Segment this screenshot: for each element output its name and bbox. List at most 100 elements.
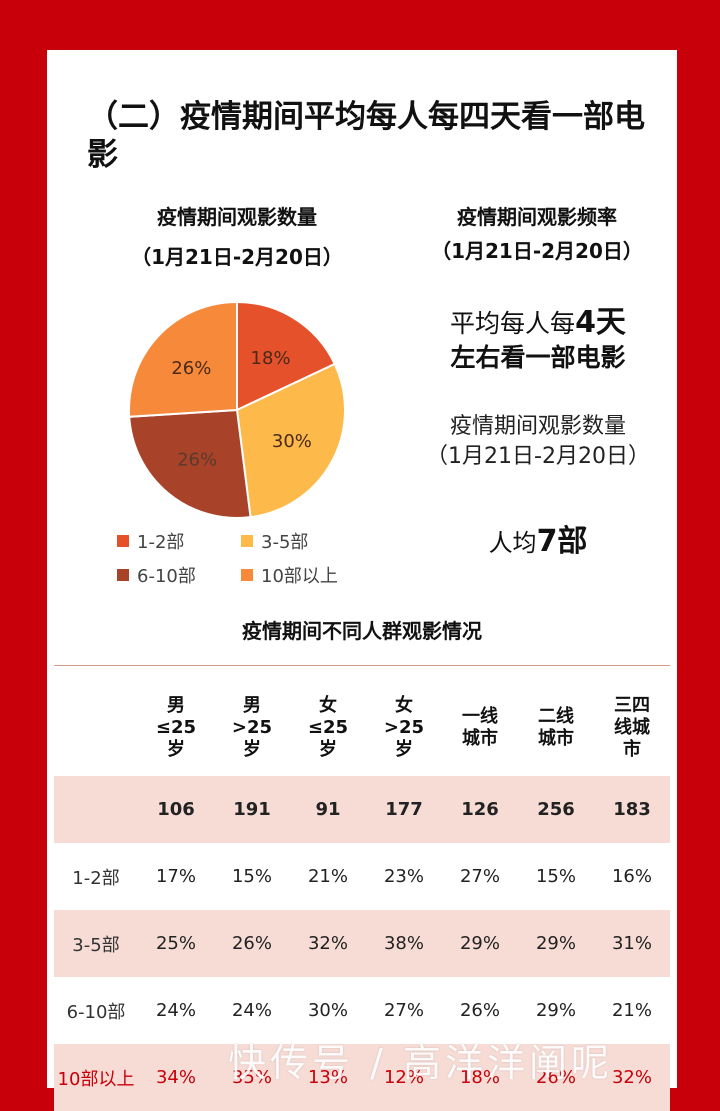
column-header-line: ≤25	[155, 717, 197, 738]
audience-table: 男 ≤25 岁男 >25 岁女 ≤25 岁女 >25 岁一线 城市 二线 城市 三四 线城市 106 191…	[54, 680, 670, 1111]
pie-chart-title: 疫情期间观影数量 （1月21日-2月20日）	[107, 200, 367, 274]
watermark: 快传号 / 高洋洋阐呢	[228, 1041, 613, 1085]
table-row: 3-5部 25% 26% 32% 38% 29% 29% 31%	[54, 910, 670, 977]
legend-item-6-10部: 6-10部	[117, 562, 196, 588]
table-cell: 91	[290, 776, 366, 843]
pie-slice-label-3-5部: 30%	[272, 431, 312, 452]
frequency-value: 4天	[575, 305, 626, 340]
pie-slice-10部以上	[128, 300, 238, 418]
average-stat: 人均7部	[407, 516, 669, 560]
frequency-title-line1: 疫情期间观影频率	[457, 205, 617, 229]
count-line1: 疫情期间观影数量	[449, 414, 626, 439]
column-header-line: 二线	[538, 706, 574, 727]
legend-label: 3-5部	[261, 532, 309, 553]
legend-item-10部以上: 10部以上	[241, 562, 338, 588]
legend-label: 1-2部	[137, 532, 185, 553]
row-label	[54, 776, 138, 843]
column-header-line: 三四	[614, 695, 650, 716]
legend-swatch	[117, 535, 129, 547]
table-cell: 15%	[535, 866, 576, 887]
frequency-title-line2: （1月21日-2月20日）	[431, 239, 643, 263]
column-header-line: 岁	[395, 739, 413, 760]
average-value: 7部	[536, 524, 588, 559]
average-prefix: 人均	[488, 529, 537, 557]
table-title: 疫情期间不同人群观影情况	[242, 619, 482, 643]
legend-item-1-2部: 1-2部	[117, 528, 184, 554]
legend-label: 10部以上	[261, 566, 338, 587]
pie-slice-label-6-10部: 26%	[177, 449, 217, 470]
table-column-header: 二线 城市	[518, 680, 594, 776]
frequency-title: 疫情期间观影频率 （1月21日-2月20日）	[407, 200, 667, 268]
table-cell: 31%	[594, 910, 670, 977]
table-cell: 191	[214, 776, 290, 843]
table-cell: 26%	[459, 1000, 500, 1021]
table-corner-cell	[54, 680, 138, 776]
row-label: 10部以上	[54, 1044, 138, 1111]
row-label: 3-5部	[54, 910, 138, 977]
table-row: 1-2部 17% 15% 21% 23% 27% 15% 16%	[54, 843, 670, 910]
column-header-line: 岁	[167, 739, 185, 760]
table-column-header: 男 >25 岁	[214, 680, 290, 776]
column-header-line: 线城	[614, 717, 650, 738]
table-cell: 27%	[459, 866, 500, 887]
pie-slice-6-10部	[128, 408, 252, 519]
table-row: 106 191 91 177 126 256 183	[54, 776, 670, 843]
table-cell: 27%	[383, 1000, 424, 1021]
table-cell: 126	[442, 776, 518, 843]
table-column-header: 男 ≤25 岁	[138, 680, 214, 776]
count-caption: 疫情期间观影数量 （1月21日-2月20日）	[407, 412, 669, 472]
table-cell: 177	[366, 776, 442, 843]
table-cell: 256	[518, 776, 594, 843]
table-cell: 34%	[138, 1044, 214, 1111]
row-label: 6-10部	[66, 1001, 126, 1023]
table-cell: 26%	[214, 910, 290, 977]
table-cell: 21%	[307, 866, 348, 887]
column-header-line: 男	[167, 695, 185, 716]
table-header-row: 男 ≤25 岁男 >25 岁女 ≤25 岁女 >25 岁一线 城市 二线 城市 三四 线城市	[54, 680, 670, 776]
column-header-line: >25	[231, 717, 273, 738]
legend-swatch	[241, 535, 253, 547]
table-cell: 16%	[611, 866, 652, 887]
page-title: （二）疫情期间平均每人每四天看一部电影	[87, 99, 645, 173]
frequency-stat: 平均每人每4天 左右看一部电影	[407, 306, 669, 375]
frequency-prefix: 平均每人每	[450, 309, 576, 338]
count-line2: （1月21日-2月20日）	[426, 444, 650, 469]
table-cell: 29%	[518, 910, 594, 977]
table-column-header: 女 ≤25 岁	[290, 680, 366, 776]
pie-chart: 18% 30% 26% 26%	[128, 300, 346, 519]
table-cell: 21%	[611, 1000, 652, 1021]
column-header-line: 岁	[243, 739, 261, 760]
column-header-line: >25	[383, 717, 425, 738]
table-cell: 24%	[231, 1000, 272, 1021]
frequency-line2: 左右看一部电影	[450, 343, 626, 372]
table-cell: 24%	[155, 1000, 196, 1021]
infographic-card: （二）疫情期间平均每人每四天看一部电影 疫情期间观影数量 （1月21日-2月20…	[47, 50, 677, 1111]
table-cell: 23%	[383, 866, 424, 887]
pie-slice-label-10部以上: 26%	[171, 358, 211, 379]
table-column-header: 一线 城市	[442, 680, 518, 776]
table-divider	[54, 665, 670, 666]
table-column-header: 三四 线城市	[594, 680, 670, 776]
pie-slice-label-1-2部: 18%	[251, 348, 291, 369]
pie-slice-1-2部	[236, 300, 337, 412]
pie-slice-3-5部	[235, 362, 346, 519]
pie-title-line2: （1月21日-2月20日）	[131, 245, 343, 269]
table-row: 6-10部 24% 24% 30% 27% 26% 29% 21%	[54, 977, 670, 1044]
table-cell: 30%	[307, 1000, 348, 1021]
column-header-line: 城市	[462, 728, 498, 749]
table-cell: 15%	[231, 866, 272, 887]
table-cell: 183	[594, 776, 670, 843]
table-cell: 38%	[366, 910, 442, 977]
legend-item-3-5部: 3-5部	[241, 528, 308, 554]
column-header-line: ≤25	[307, 717, 349, 738]
column-header-line: 男	[243, 695, 261, 716]
column-header-line: 岁	[319, 739, 337, 760]
legend-swatch	[241, 569, 253, 581]
column-header-line: 市	[623, 739, 641, 760]
table-cell: 32%	[290, 910, 366, 977]
pie-title-line1: 疫情期间观影数量	[157, 205, 317, 229]
table-cell: 17%	[155, 866, 196, 887]
column-header-line: 女	[319, 695, 337, 716]
row-label: 1-2部	[72, 867, 120, 889]
column-header-line: 城市	[538, 728, 574, 749]
